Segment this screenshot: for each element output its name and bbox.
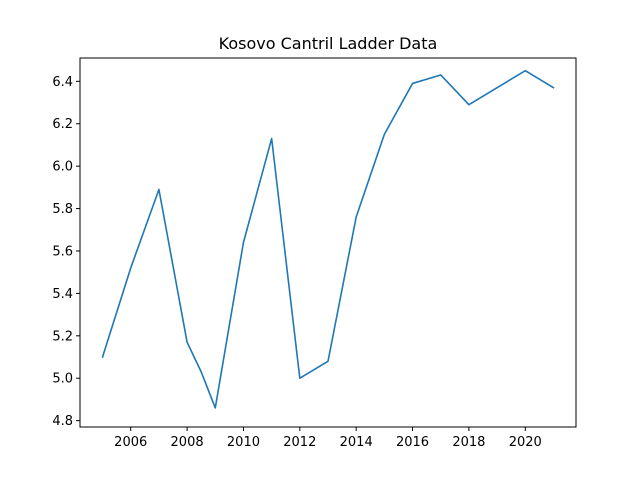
y-tick-label: 5.6 (52, 244, 73, 259)
series-line (101, 69, 555, 409)
x-tick-label: 2010 (227, 435, 260, 450)
y-tick-label: 5.8 (52, 202, 73, 217)
chart-title: Kosovo Cantril Ladder Data (219, 34, 438, 53)
y-tick-label: 6.0 (52, 160, 73, 175)
axes-frame (79, 57, 577, 428)
y-tick-label: 5.4 (52, 287, 73, 302)
y-tick-label: 5.0 (52, 372, 73, 387)
x-tick-label: 2020 (509, 435, 542, 450)
y-tick-label: 6.4 (52, 75, 73, 90)
x-tick-label: 2008 (171, 435, 204, 450)
x-tick-label: 2012 (283, 435, 316, 450)
plot-area: 2006 2008 2010 2012 2014 2016 2018 2020 4.8 5.0 5.… (52, 69, 555, 450)
y-tick-label: 4.8 (52, 414, 73, 429)
x-tick-label: 2018 (452, 435, 485, 450)
x-tick-label: 2006 (114, 435, 147, 450)
y-tick-label: 5.2 (52, 329, 73, 344)
x-tick-label: 2014 (340, 435, 373, 450)
y-tick-label: 6.2 (52, 117, 73, 132)
x-tick-label: 2016 (396, 435, 429, 450)
